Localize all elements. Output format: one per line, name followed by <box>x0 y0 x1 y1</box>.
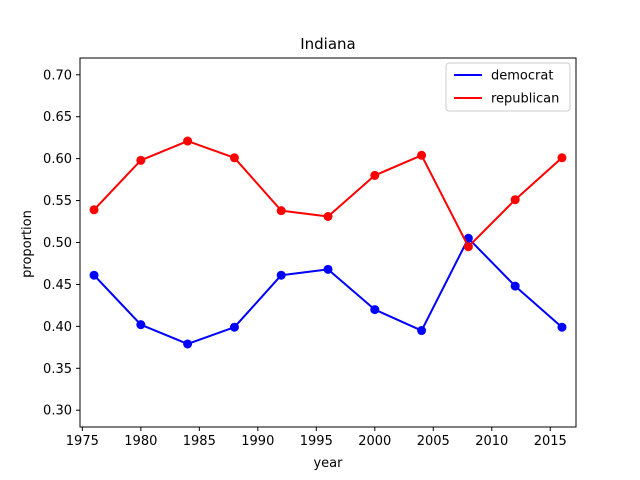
chart-title: Indiana <box>300 35 356 53</box>
republican-point <box>370 170 380 180</box>
y-tick-label: 0.35 <box>43 362 72 377</box>
x-tick-label: 1980 <box>124 434 157 449</box>
x-tick-label: 1975 <box>66 434 99 449</box>
republican-point <box>463 242 473 252</box>
republican-point <box>229 153 239 163</box>
democrat-point <box>183 339 193 349</box>
legend: democrat republican <box>445 62 571 112</box>
y-tick-label: 0.60 <box>43 152 72 167</box>
y-tick-label: 0.65 <box>43 110 72 125</box>
democrat-point <box>510 281 520 291</box>
democrat-point <box>276 270 286 280</box>
republican-point <box>417 150 427 160</box>
y-tick-label: 0.40 <box>43 320 72 335</box>
democrat-point <box>323 264 333 274</box>
republican-point <box>323 212 333 222</box>
republican-point <box>557 153 567 163</box>
y-tick-label: 0.45 <box>43 278 72 293</box>
y-axis-label: proportion <box>20 210 35 278</box>
democrat-point <box>370 305 380 315</box>
republican-point <box>136 155 146 165</box>
democrat-point <box>229 322 239 332</box>
x-tick-label: 2005 <box>417 434 450 449</box>
democrat-point <box>557 322 567 332</box>
x-tick-label: 1985 <box>183 434 216 449</box>
y-tick-label: 0.55 <box>43 194 72 209</box>
democrat-point <box>89 270 99 280</box>
republican-legend-label: republican <box>491 92 559 107</box>
x-tick-label: 1995 <box>300 434 333 449</box>
x-axis-label: year <box>313 456 343 471</box>
republican-point <box>276 206 286 216</box>
republican-point <box>510 195 520 205</box>
y-tick-label: 0.30 <box>43 404 72 419</box>
x-tick-label: 1990 <box>241 434 274 449</box>
democrat-legend-label: democrat <box>491 69 553 84</box>
y-tick-label: 0.50 <box>43 236 72 251</box>
x-tick-label: 2010 <box>475 434 508 449</box>
y-tick-label: 0.70 <box>43 68 72 83</box>
x-tick-label: 2000 <box>358 434 391 449</box>
x-tick-label: 2015 <box>534 434 567 449</box>
republican-point <box>183 136 193 146</box>
democrat-point <box>417 326 427 336</box>
democrat-point <box>136 320 146 330</box>
plot-area: 1975 1980 1985 1990 1995 2000 2005 2010 2015 0.30… <box>43 57 577 449</box>
republican-point <box>89 205 99 215</box>
